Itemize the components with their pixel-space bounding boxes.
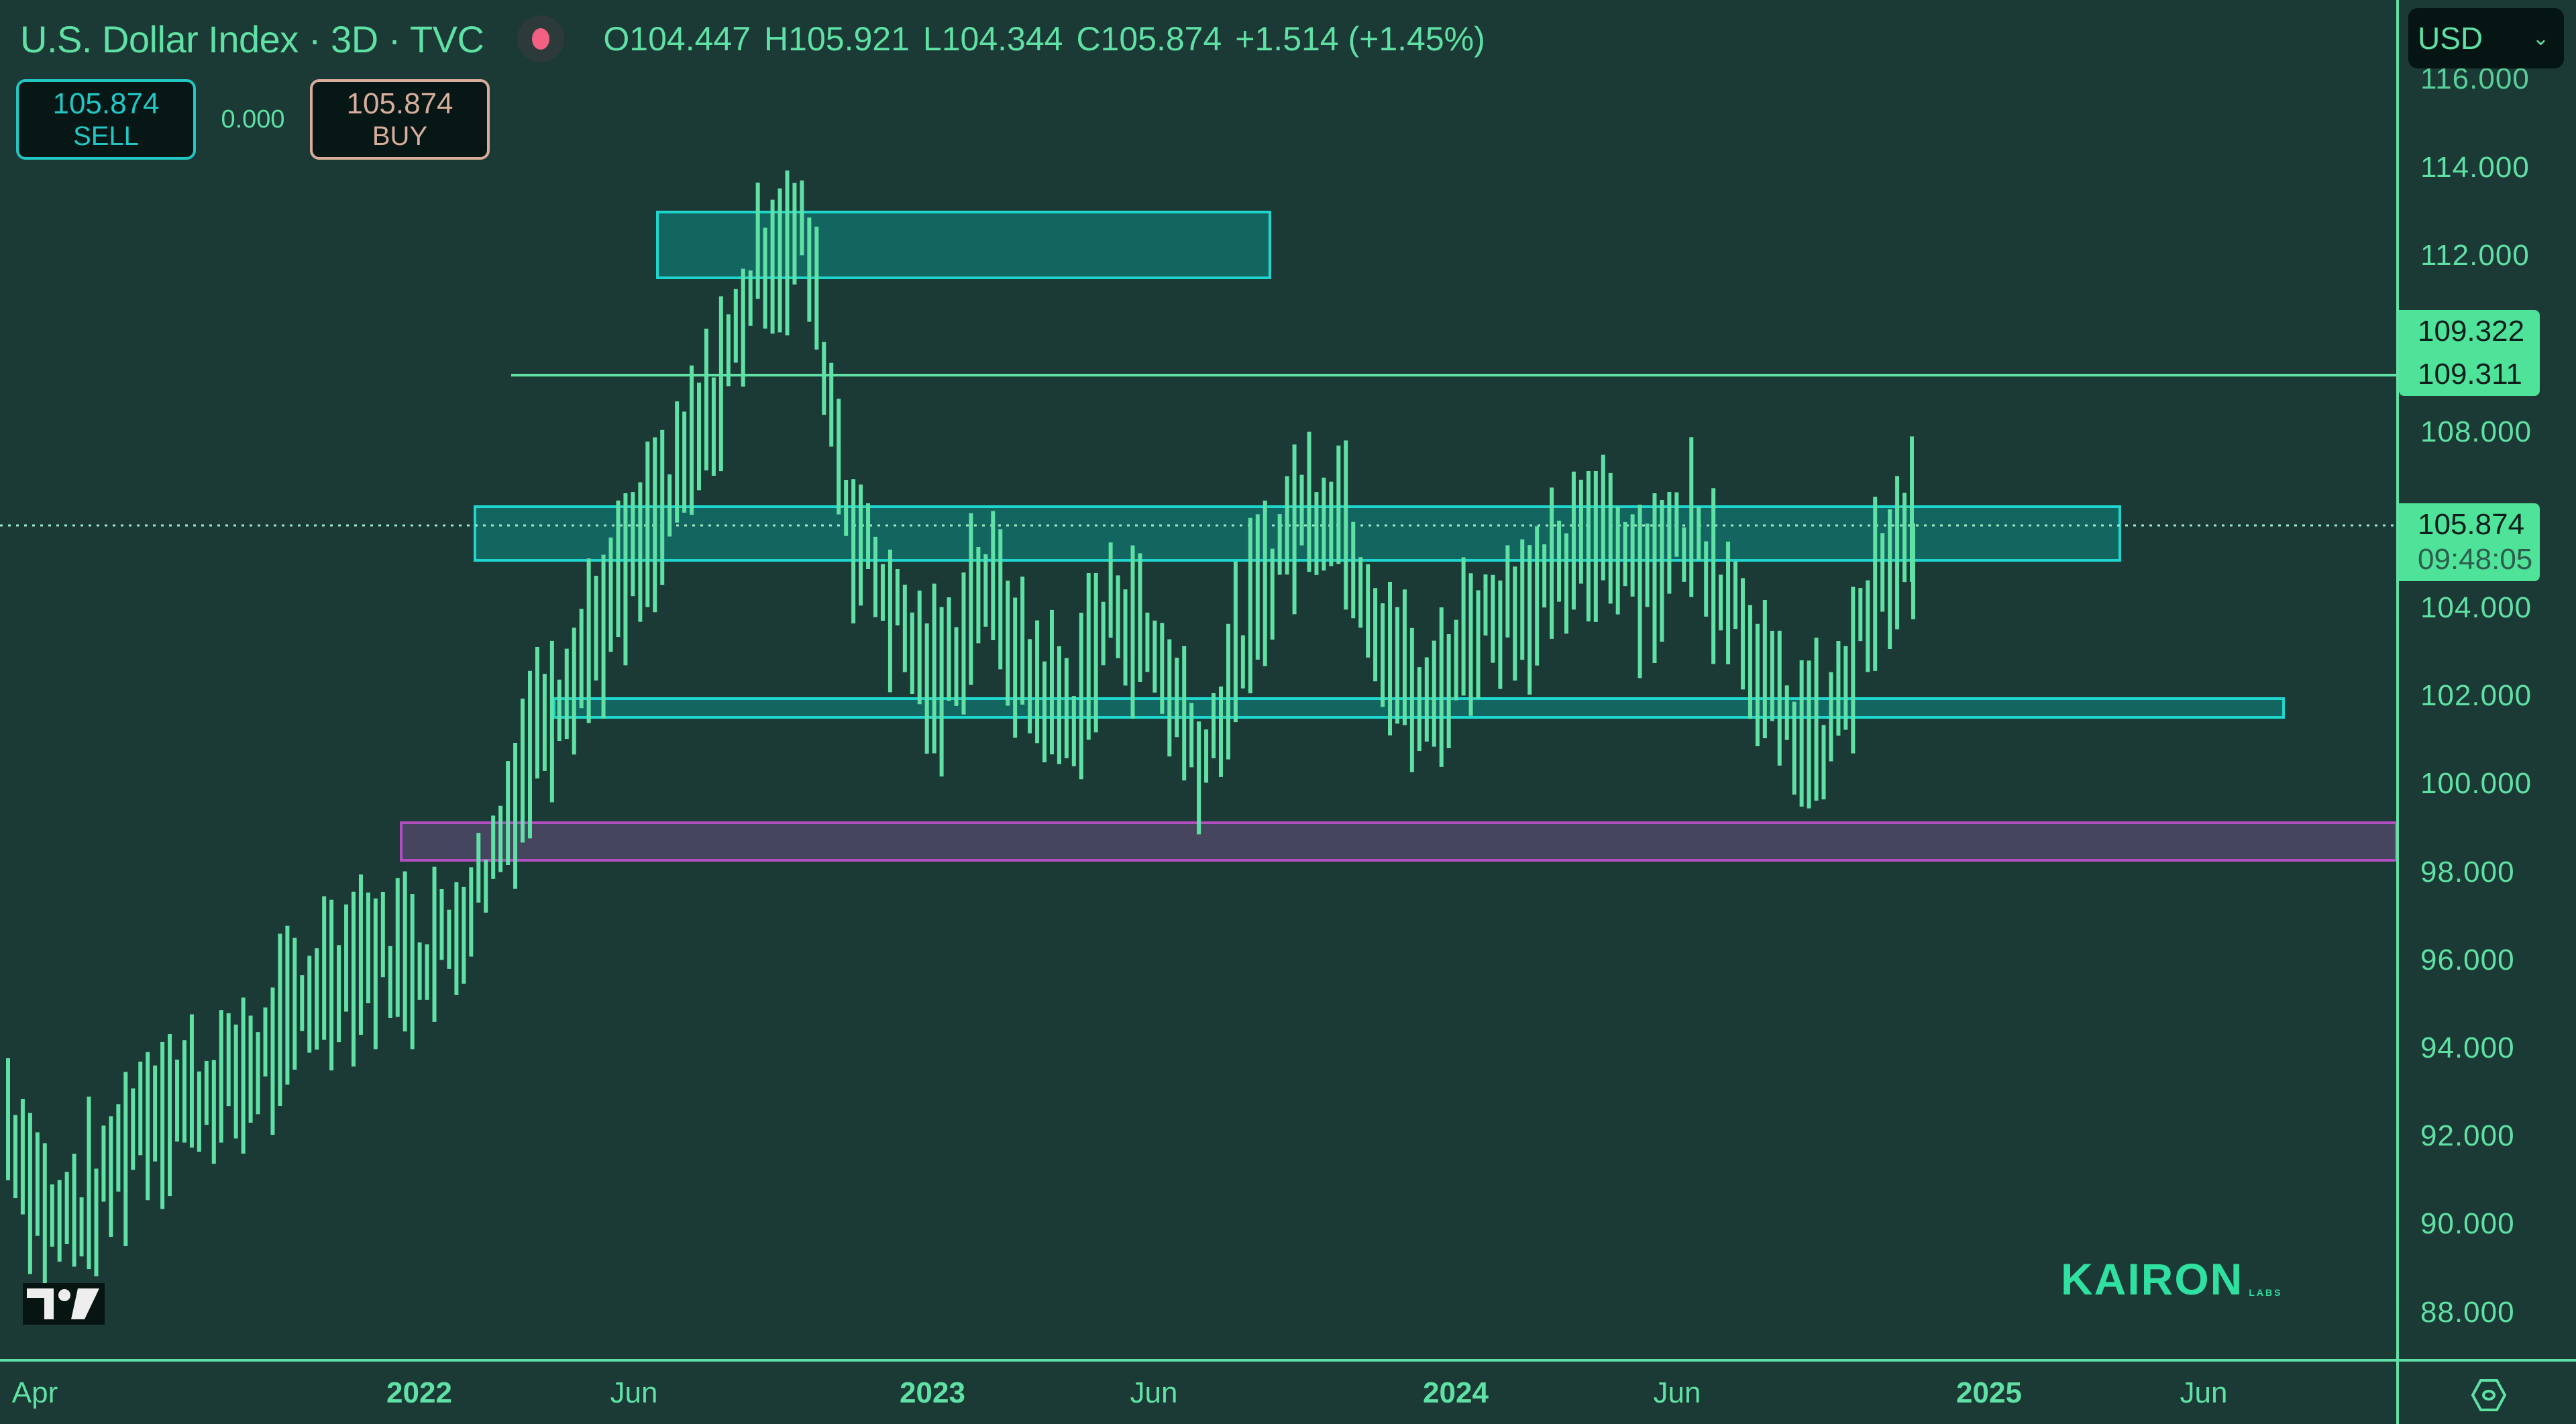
sell-price: 105.874 [52, 87, 160, 120]
sell-label: SELL [73, 121, 139, 151]
close-value: C105.874 [1076, 20, 1222, 58]
low-value: L104.344 [922, 20, 1063, 58]
tradingview-logo-icon[interactable] [20, 1280, 107, 1327]
spread-value: 0.000 [221, 105, 285, 134]
time-scale[interactable]: Apr 2022 Jun 2023 Jun 2024 Jun 2025 Jun [0, 1359, 2576, 1424]
symbol-title[interactable]: U.S. Dollar Index · 3D · TVC [20, 17, 484, 60]
price-tick: 102.000 [2420, 679, 2532, 713]
price-tick: 108.000 [2420, 415, 2532, 448]
line-price-tag-upper: 109.322 [2399, 310, 2540, 353]
price-tick: 92.000 [2420, 1119, 2515, 1153]
price-tick: 96.000 [2420, 943, 2515, 976]
price-tick: 112.000 [2420, 239, 2530, 272]
buy-label: BUY [372, 121, 428, 151]
ohlc-bars [6, 170, 1915, 1292]
time-tick: 2023 [900, 1376, 965, 1409]
watermark-text: KAIRON [2061, 1254, 2244, 1304]
chart-plot-area[interactable] [0, 0, 2396, 1359]
range-top-zone[interactable] [474, 505, 2121, 562]
buy-price: 105.874 [346, 87, 453, 120]
price-tick: 104.000 [2420, 591, 2532, 624]
high-value: H105.921 [764, 20, 910, 58]
price-scale[interactable]: USD ⌄ 116.000 114.000 112.000 108.000 104.00… [2396, 0, 2576, 1424]
price-chart-canvas [0, 170, 2396, 1292]
watermark-subtext: LABS [2249, 1287, 2283, 1298]
demand-zone[interactable] [400, 821, 2396, 862]
chart-legend-header: U.S. Dollar Index · 3D · TVC O104.447 H1… [20, 12, 1485, 66]
time-tick: 2025 [1956, 1376, 2022, 1409]
currency-value: USD [2418, 21, 2483, 56]
time-tick: Jun [610, 1376, 658, 1409]
time-tick: 2022 [386, 1376, 452, 1409]
time-tick: Jun [1130, 1376, 1178, 1409]
trade-buttons: 105.874 SELL 0.000 105.874 BUY [16, 79, 490, 160]
time-tick: 2024 [1423, 1376, 1489, 1409]
last-price-value: 105.874 [2418, 508, 2525, 541]
open-value: O104.447 [603, 20, 751, 58]
price-tick: 98.000 [2420, 855, 2515, 888]
market-live-dot-icon [532, 28, 550, 50]
line-price-lower: 109.311 [2418, 358, 2522, 391]
last-price-tag: 105.874 09:48:05 [2399, 503, 2540, 581]
bar-countdown: 09:48:05 [2418, 543, 2533, 576]
price-tick: 100.000 [2420, 767, 2532, 801]
currency-select[interactable]: USD ⌄ [2408, 8, 2564, 68]
supply-zone-high[interactable] [656, 211, 1271, 279]
time-tick: Jun [1653, 1376, 1701, 1409]
price-tick: 88.000 [2420, 1295, 2515, 1329]
time-tick: Apr [11, 1376, 58, 1409]
price-tick: 114.000 [2420, 151, 2530, 184]
kairon-labs-watermark: KAIRON LABS [2061, 1254, 2282, 1305]
price-tick: 94.000 [2420, 1031, 2515, 1064]
change-value: +1.514 (+1.45%) [1235, 20, 1485, 58]
price-tick: 90.000 [2420, 1207, 2515, 1241]
chart-settings-icon[interactable] [2469, 1375, 2509, 1415]
buy-button[interactable]: 105.874 BUY [310, 79, 490, 160]
line-price-tag-lower: 109.311 [2399, 353, 2540, 396]
time-tick: Jun [2180, 1376, 2228, 1409]
market-status-indicator[interactable] [517, 15, 565, 62]
line-price-upper: 109.322 [2418, 315, 2525, 348]
chevron-down-icon: ⌄ [2532, 27, 2549, 50]
sell-button[interactable]: 105.874 SELL [16, 79, 196, 160]
ohlc-values: O104.447 H105.921 L104.344 C105.874 +1.5… [603, 19, 1485, 58]
